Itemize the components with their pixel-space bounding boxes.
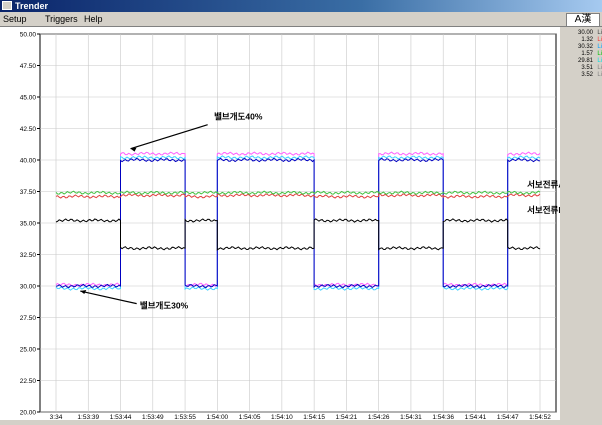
legend-value: 29.81	[577, 58, 593, 64]
x-tick-label: 1:54:47	[497, 414, 519, 420]
y-tick-label: 30.00	[20, 284, 37, 291]
series-line-valve-a	[55, 151, 541, 287]
y-tick-label: 32.50	[20, 252, 37, 259]
legend: 30.00 Li 1.32 Li 30.32 Li 1.57 Li 29.81 Li 3.51 Li 3…	[561, 30, 602, 79]
menu-triggers[interactable]: Triggers	[45, 14, 78, 24]
legend-value: 3.52	[581, 72, 593, 78]
x-tick-label: 1:54:21	[336, 414, 358, 420]
title-bar: Trender	[0, 0, 602, 12]
arrow-head-40	[130, 147, 137, 152]
ime-indicator[interactable]: A漢	[566, 13, 600, 27]
arrow-head-30	[80, 290, 87, 295]
x-tick-label: 1:54:26	[368, 414, 390, 420]
arrow-to-30	[80, 290, 137, 305]
x-tick-label: 1:54:10	[271, 414, 293, 420]
legend-row: 1.32 Li	[561, 37, 602, 44]
y-tick-label: 50.00	[20, 32, 37, 39]
legend-unit: Li	[597, 65, 602, 71]
menu-bar: Setup Triggers Help	[0, 12, 602, 27]
menu-help[interactable]: Help	[84, 14, 103, 24]
annotation-label: 서보전류B : 1.57mA	[527, 205, 560, 215]
plot-area: 50.00 47.50 45.00 42.50 40.00 37.50 35.00 32.50…	[0, 27, 602, 422]
legend-unit: Li	[597, 51, 602, 57]
y-tick-label: 47.50	[20, 63, 37, 70]
x-tick-label: 3:34	[50, 414, 63, 420]
legend-row: 30.00 Li	[561, 30, 602, 37]
x-tick-label: 1:53:39	[77, 414, 99, 420]
y-tick-label: 40.00	[20, 158, 37, 165]
series-line-valve-b	[55, 155, 541, 291]
annotation-label: 밸브개도40%	[214, 112, 263, 122]
legend-unit: Li	[597, 44, 602, 50]
y-tick-label: 25.00	[20, 347, 37, 354]
series-line-valve-c	[55, 157, 541, 289]
legend-value: 30.00	[577, 30, 593, 36]
x-tick-label: 1:54:15	[303, 414, 325, 420]
x-tick-label: 1:53:44	[110, 414, 132, 420]
x-tick-label: 1:54:05	[239, 414, 261, 420]
legend-row: 3.52 Li	[561, 72, 602, 79]
x-tick-label: 1:54:36	[432, 414, 454, 420]
legend-unit: Li	[597, 58, 602, 64]
window-title: Trender	[15, 1, 49, 11]
y-tick-label: 27.50	[20, 315, 37, 322]
y-tick-label: 22.50	[20, 378, 37, 385]
legend-value: 1.32	[581, 37, 593, 43]
x-tick-label: 1:54:52	[529, 414, 551, 420]
x-tick-label: 1:53:49	[142, 414, 164, 420]
legend-unit: Li	[597, 37, 602, 43]
y-tick-label: 37.50	[20, 189, 37, 196]
legend-row: 30.32 Li	[561, 44, 602, 51]
trend-chart: 50.00 47.50 45.00 42.50 40.00 37.50 35.00 32.50…	[20, 32, 602, 422]
series-line-current-a	[55, 193, 541, 199]
y-tick-label: 35.00	[20, 221, 37, 228]
legend-value: 1.57	[581, 51, 593, 57]
annotation-label: 서보전류A : 1.32mA	[527, 180, 560, 190]
x-tick-label: 1:54:00	[206, 414, 228, 420]
x-tick-label: 1:54:41	[465, 414, 487, 420]
annotation-label: 밸브개도30%	[140, 301, 189, 311]
y-tick-label: 20.00	[20, 410, 37, 417]
series-line-current-b	[55, 190, 541, 195]
legend-unit: Li	[597, 30, 602, 36]
arrow-to-40	[130, 124, 208, 150]
legend-row: 1.57 Li	[561, 51, 602, 58]
x-tick-label: 1:53:55	[174, 414, 196, 420]
legend-row: 29.81 Li	[561, 58, 602, 65]
legend-row: 3.51 Li	[561, 65, 602, 72]
legend-unit: Li	[597, 72, 602, 78]
y-tick-label: 45.00	[20, 95, 37, 102]
x-tick-label: 1:54:31	[400, 414, 422, 420]
app-icon	[2, 1, 12, 10]
menu-setup[interactable]: Setup	[3, 14, 27, 24]
y-tick-label: 42.50	[20, 126, 37, 133]
legend-value: 3.51	[581, 65, 593, 71]
series-line-servo-out	[55, 218, 541, 251]
legend-value: 30.32	[577, 44, 593, 50]
